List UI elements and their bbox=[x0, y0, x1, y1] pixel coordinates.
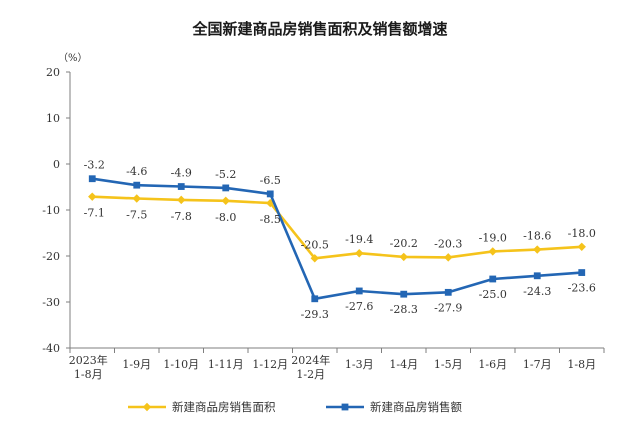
data-label: -4.9 bbox=[171, 167, 192, 180]
data-label: -27.9 bbox=[434, 301, 462, 314]
series-point-area bbox=[88, 192, 97, 201]
series-layer bbox=[88, 175, 586, 303]
x-tick-label: 1-2月 bbox=[296, 368, 325, 381]
data-label: -28.3 bbox=[390, 303, 418, 316]
series-point-area bbox=[177, 195, 186, 205]
series-point-amount bbox=[311, 295, 319, 303]
series-point-amount bbox=[489, 275, 497, 283]
x-tick-label: 1-11月 bbox=[208, 358, 244, 371]
x-tick-label: 1-8月 bbox=[567, 358, 596, 371]
series-point-area bbox=[399, 252, 408, 262]
data-label: -19.0 bbox=[479, 231, 507, 244]
data-label: -8.5 bbox=[260, 213, 281, 226]
legend-marker bbox=[142, 402, 152, 412]
data-label: -27.6 bbox=[345, 300, 373, 313]
series-point-amount bbox=[444, 288, 452, 296]
series-line-amount bbox=[92, 177, 582, 301]
series-point-amount bbox=[88, 175, 96, 183]
x-tick-label: 1-12月 bbox=[252, 358, 288, 371]
x-tick-label: 1-5月 bbox=[434, 358, 463, 371]
x-tick-label: 2024年 bbox=[291, 353, 330, 367]
data-label: -20.3 bbox=[434, 237, 462, 250]
series-point-amount bbox=[355, 287, 363, 295]
legend-label: 新建商品房销售额 bbox=[370, 400, 462, 414]
series-point-amount bbox=[177, 183, 185, 190]
series-point-amount bbox=[533, 272, 541, 280]
data-label: -18.0 bbox=[568, 227, 596, 240]
data-label: -29.3 bbox=[301, 308, 329, 321]
x-tick-label: 1-10月 bbox=[163, 358, 199, 371]
data-label: -20.5 bbox=[301, 238, 329, 251]
data-label: -23.6 bbox=[568, 282, 596, 295]
data-label: -4.6 bbox=[126, 165, 147, 178]
x-tick-label: 2023年 bbox=[69, 353, 108, 367]
series-point-area bbox=[355, 249, 364, 258]
y-tick-label: 20 bbox=[46, 66, 60, 79]
series-line-area bbox=[92, 195, 582, 260]
y-tick-label: -30 bbox=[42, 296, 60, 309]
series-point-area bbox=[488, 247, 497, 256]
y-unit-label: （%） bbox=[58, 52, 88, 64]
y-tick-label: -40 bbox=[42, 342, 60, 355]
x-tick-label: 1-9月 bbox=[122, 358, 151, 371]
data-label: -8.0 bbox=[215, 211, 236, 224]
series-point-amount bbox=[578, 269, 586, 276]
x-tick-label: 1-3月 bbox=[345, 358, 374, 371]
data-label: -5.2 bbox=[215, 168, 236, 181]
data-label: -20.2 bbox=[390, 237, 418, 250]
legend-label: 新建商品房销售面积 bbox=[172, 400, 276, 414]
x-tick-label: 1-7月 bbox=[523, 358, 552, 371]
data-label: -18.6 bbox=[523, 230, 551, 243]
series-point-amount bbox=[400, 290, 408, 298]
chart-title: 全国新建商品房销售面积及销售额增速 bbox=[191, 20, 447, 38]
y-tick-label: 0 bbox=[53, 158, 60, 171]
series-point-amount bbox=[222, 184, 230, 192]
y-tick-label: 10 bbox=[46, 112, 60, 125]
data-label: -24.3 bbox=[523, 285, 551, 298]
series-point-area bbox=[533, 245, 542, 254]
data-label: -19.4 bbox=[345, 233, 373, 246]
series-point-area bbox=[577, 242, 586, 251]
data-label: -7.8 bbox=[171, 210, 192, 223]
data-labels-layer: -7.1 -7.5 -7.8 -8.0 -8.5 -20.5 -19.4 -20.2 -20.3… bbox=[84, 159, 596, 321]
x-tick-label: 1-6月 bbox=[478, 358, 507, 371]
y-tick-label: -20 bbox=[42, 250, 60, 263]
series-point-amount bbox=[133, 181, 141, 189]
legend: 新建商品房销售面积 新建商品房销售额 bbox=[128, 400, 462, 414]
data-label: -6.5 bbox=[260, 174, 281, 187]
x-tick-label: 1-4月 bbox=[389, 358, 418, 371]
series-point-area bbox=[132, 194, 141, 203]
series-point-area bbox=[221, 196, 230, 205]
series-point-area bbox=[310, 254, 319, 263]
y-tick-label: -10 bbox=[42, 204, 60, 217]
legend-marker bbox=[341, 403, 349, 411]
data-label: -7.1 bbox=[84, 207, 105, 220]
data-label: -3.2 bbox=[84, 159, 105, 172]
data-label: -25.0 bbox=[479, 288, 507, 301]
series-point-amount bbox=[266, 190, 274, 198]
x-tick-label: 1-8月 bbox=[74, 368, 103, 381]
series-point-area bbox=[444, 253, 453, 262]
data-label: -7.5 bbox=[126, 209, 147, 222]
